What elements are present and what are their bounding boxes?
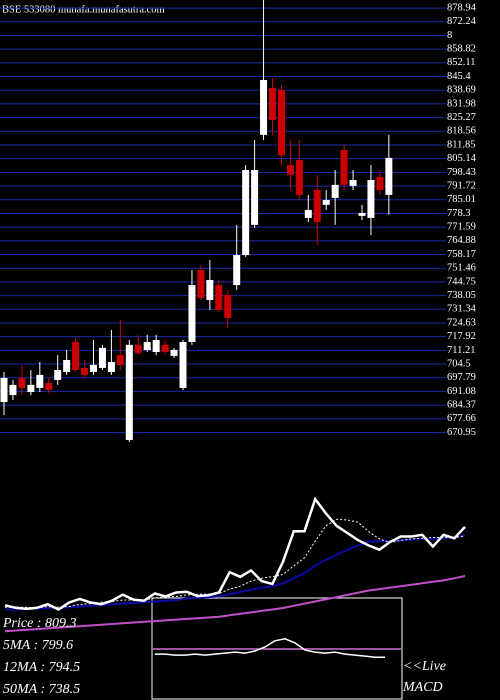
y-tick-label: 872.24: [447, 16, 477, 27]
y-tick-label: 691.08: [447, 386, 476, 397]
candle-body: [349, 179, 357, 186]
y-tick-label: 825.27: [447, 112, 476, 123]
candle-body: [376, 176, 384, 190]
y-tick-label: 758.17: [447, 249, 476, 260]
y-tick-label: 764.88: [447, 235, 476, 246]
y-tick-label: 798.43: [447, 167, 476, 178]
y-tick-label: 711.21: [447, 345, 476, 356]
candle-body: [107, 362, 115, 373]
candle-body: [0, 377, 8, 403]
candle-body: [304, 209, 312, 218]
candle-body: [224, 295, 232, 318]
y-tick-label: 818.56: [447, 126, 476, 137]
legend-entry: 12MA : 794.5: [3, 660, 80, 675]
candle-body: [385, 157, 393, 195]
candle-body: [27, 384, 35, 393]
y-tick-label: 771.59: [447, 222, 476, 233]
y-tick-label: 858.82: [447, 44, 476, 55]
candle-body: [331, 184, 339, 198]
y-tick-label: 778.3: [447, 208, 471, 219]
candle-body: [286, 165, 294, 175]
candle-body: [367, 179, 375, 218]
y-tick-label: 724.63: [447, 317, 476, 328]
candle-body: [233, 255, 241, 286]
candle-body: [260, 79, 268, 135]
candle-body: [143, 342, 151, 350]
candle-body: [72, 342, 80, 370]
indicator-line: [5, 534, 466, 611]
candle-body: [251, 169, 259, 225]
y-tick-label: 791.72: [447, 180, 476, 191]
candle-body: [90, 364, 97, 373]
y-tick-label: 8: [447, 30, 452, 41]
y-tick-label: 805.14: [447, 153, 477, 164]
candle-body: [269, 87, 276, 120]
y-tick-label: 677.66: [447, 413, 476, 424]
candle-body: [98, 347, 106, 368]
candle-body: [125, 344, 133, 440]
legend-entry: Price : 809.3: [2, 616, 76, 631]
y-tick-label: 878.94: [447, 2, 477, 13]
candle-body: [36, 374, 44, 388]
y-tick-label: 811.85: [447, 139, 476, 150]
candle-body: [134, 344, 142, 354]
chart-title: BSE 533080 munafa.munafasutra.com: [2, 4, 165, 15]
candle-body: [152, 339, 160, 353]
macd-box: [151, 597, 403, 700]
candle-body: [63, 359, 71, 373]
candle-body: [215, 285, 223, 310]
candle-body: [358, 213, 366, 216]
macd-line: [155, 638, 385, 658]
legend-entry: 5MA : 799.6: [3, 638, 73, 653]
candle-body: [161, 344, 169, 353]
legend-entry: 50MA : 738.5: [3, 682, 80, 697]
candle-body: [45, 383, 53, 390]
y-tick-label: 845.4: [447, 71, 471, 82]
indicator-line: [5, 518, 466, 609]
y-tick-label: 785.01: [447, 194, 476, 205]
candle-body: [313, 189, 321, 223]
y-tick-label: 751.46: [447, 263, 476, 274]
indicator-line: [4, 575, 466, 633]
y-tick-label: 831.98: [447, 98, 476, 109]
candle-body: [242, 169, 250, 256]
y-tick-label: 670.95: [447, 427, 476, 438]
y-tick-label: 852.11: [447, 57, 476, 68]
live-label: <<Live: [403, 659, 446, 674]
candle-body: [9, 384, 17, 396]
y-tick-label: 838.69: [447, 85, 476, 96]
candle-body: [170, 349, 178, 356]
candle-body: [340, 149, 348, 185]
y-tick-label: 744.75: [447, 276, 476, 287]
candle-body: [197, 269, 205, 298]
candle-body: [116, 355, 124, 365]
y-tick-label: 717.92: [447, 331, 476, 342]
candle-body: [322, 199, 330, 205]
y-tick-label: 697.79: [447, 372, 476, 383]
candle-body: [295, 159, 303, 195]
y-tick-label: 738.05: [447, 290, 476, 301]
macd-label: MACD: [402, 680, 443, 695]
candle-body: [277, 89, 285, 156]
candle-body: [179, 342, 187, 388]
candle-body: [54, 369, 62, 380]
candle-body: [206, 279, 214, 300]
candle-body: [18, 377, 26, 388]
candle-body: [188, 285, 196, 343]
indicator-line: [4, 496, 466, 612]
y-tick-label: 684.37: [447, 400, 476, 411]
y-tick-label: 704.5: [447, 358, 471, 369]
y-tick-label: 731.34: [447, 304, 477, 315]
candle-body: [81, 367, 89, 375]
